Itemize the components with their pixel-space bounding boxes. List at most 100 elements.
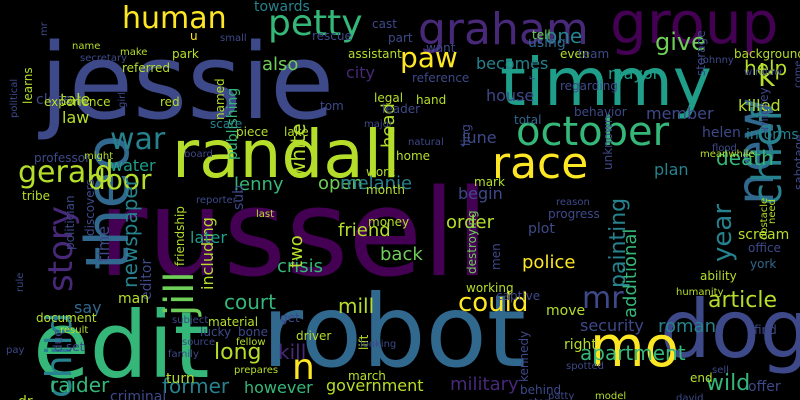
cloud-word: atop	[528, 398, 551, 400]
cloud-word: get	[280, 311, 300, 325]
cloud-word: u	[190, 29, 198, 43]
cloud-word: government	[326, 376, 424, 395]
cloud-word: part	[388, 31, 413, 45]
cloud-word: politician	[63, 195, 77, 250]
cloud-word: order	[446, 212, 494, 233]
cloud-word: two	[286, 235, 307, 268]
cloud-word: member	[646, 104, 714, 123]
cloud-word: long	[214, 340, 262, 365]
cloud-word: board	[184, 149, 213, 160]
cloud-word: bone	[238, 325, 268, 339]
cloud-word: year	[708, 203, 738, 262]
cloud-word: looking	[360, 339, 397, 350]
cloud-word: paw	[400, 41, 458, 74]
cloud-word: referred	[122, 61, 171, 75]
cloud-word: total	[514, 113, 542, 127]
cloud-word: rescue	[312, 29, 352, 43]
cloud-word: tom	[320, 99, 344, 113]
cloud-word: russell	[98, 165, 489, 304]
cloud-word: source	[182, 337, 216, 348]
cloud-word: assistant	[348, 47, 402, 61]
cloud-word: lucky	[200, 325, 232, 339]
cloud-word: humanity	[676, 287, 724, 298]
cloud-word: also	[262, 54, 299, 75]
cloud-word: name	[72, 41, 101, 52]
cloud-word: house	[486, 86, 535, 105]
cloud-word: leader	[382, 102, 421, 116]
cloud-word: article	[708, 288, 778, 313]
cloud-word: informs	[746, 127, 799, 143]
cloud-word: move	[546, 303, 586, 319]
cloud-word: piece	[236, 125, 269, 139]
cloud-word: behavior	[574, 105, 627, 119]
cloud-word: subject	[172, 315, 209, 326]
cloud-word: discovers	[83, 179, 97, 236]
cloud-word: water	[110, 156, 156, 175]
cloud-word: last	[256, 209, 275, 220]
cloud-word: n	[292, 347, 315, 388]
cloud-word: towards	[254, 0, 310, 15]
cloud-word: johnny	[700, 55, 734, 66]
cloud-word: result	[60, 325, 89, 336]
cloud-word: driver	[296, 329, 332, 343]
cloud-word: becomes	[476, 54, 549, 73]
cloud-word: killed	[738, 96, 781, 115]
cloud-word: crisis	[277, 256, 324, 277]
cloud-word: military	[450, 374, 519, 395]
cloud-word: mayor	[608, 64, 660, 83]
cloud-word: one	[545, 24, 583, 48]
cloud-word: friendship	[173, 206, 187, 266]
cloud-word: prepares	[234, 365, 279, 376]
cloud-word: ling	[459, 124, 473, 146]
cloud-word: meanwhile	[700, 149, 755, 160]
cloud-word: might	[84, 151, 114, 162]
cloud-word: war	[110, 122, 166, 157]
cloud-word: come	[793, 60, 800, 88]
cloud-word: team	[578, 47, 610, 61]
cloud-word: patty	[548, 391, 575, 400]
cloud-word: melanie	[340, 173, 413, 194]
cloud-word: gerald	[18, 155, 114, 190]
cloud-word: mr	[39, 22, 50, 36]
cloud-word: former	[162, 374, 230, 398]
cloud-word: however	[244, 378, 313, 397]
cloud-word: begin	[458, 184, 503, 203]
cloud-word: using	[528, 35, 566, 51]
cloud-word: david	[676, 393, 704, 400]
cloud-word: help	[744, 56, 788, 80]
cloud-word: october	[516, 109, 670, 155]
cloud-word: door	[88, 163, 152, 196]
cloud-word: later	[190, 228, 227, 247]
cloud-word: mr	[582, 281, 624, 316]
cloud-word: mickey	[757, 87, 771, 130]
cloud-word: robot	[262, 273, 526, 390]
cloud-word: office	[748, 241, 781, 255]
cloud-word: unknown	[601, 115, 615, 170]
cloud-word: secretary	[80, 53, 127, 64]
cloud-word: window	[744, 67, 782, 78]
cloud-word: make	[120, 47, 148, 58]
cloud-word: behind	[520, 383, 562, 397]
cloud-word: kennedy	[517, 330, 531, 382]
cloud-word: newspaper	[118, 178, 142, 288]
cloud-word: reference	[412, 71, 470, 85]
cloud-word: additional	[620, 228, 641, 318]
cloud-word: say	[74, 298, 102, 317]
cloud-word: small	[220, 33, 247, 44]
cloud-word: fellow	[236, 337, 266, 348]
cloud-word: named	[213, 78, 227, 120]
cloud-word: sell	[712, 365, 729, 376]
cloud-word: offer	[748, 379, 781, 395]
cloud-word: document	[36, 311, 97, 325]
cloud-word: men	[489, 243, 503, 270]
cloud-word: scare	[210, 117, 243, 131]
cloud-word: ability	[700, 269, 737, 283]
cloud-word: lake	[284, 125, 309, 139]
cloud-word: girl	[117, 91, 128, 108]
cloud-word: home	[396, 149, 431, 163]
cloud-word: dr	[18, 395, 33, 400]
cloud-word: timmy	[500, 44, 712, 121]
cloud-word: city	[346, 63, 375, 82]
cloud-word: lenny	[234, 174, 284, 195]
